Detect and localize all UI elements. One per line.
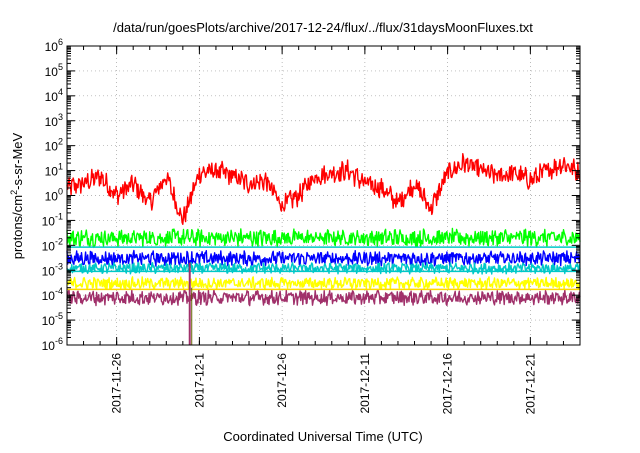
series-line	[66, 249, 581, 267]
x-tick-label: 2017-11-26	[110, 353, 124, 414]
y-tick-label-base: 10	[42, 239, 56, 253]
y-tick-label-base: 10	[45, 90, 59, 104]
series-line	[66, 289, 581, 307]
y-tick-label: 10-1	[42, 211, 63, 228]
y-tick-label: 103	[45, 112, 63, 129]
y-tick-label-base: 10	[45, 65, 59, 79]
y-tick-label-base: 10	[42, 264, 56, 278]
y-tick-label: 101	[45, 162, 63, 179]
y-tick-label-exp: -1	[55, 211, 63, 221]
y-tick-label-exp: 5	[58, 62, 63, 72]
y-tick-label-exp: -5	[55, 311, 63, 321]
series-line	[66, 227, 581, 249]
y-axis-label: protons/cm2-s-sr-MeV	[9, 132, 25, 259]
y-tick-label-exp: -3	[55, 261, 63, 271]
y-tick-label-exp: 0	[58, 187, 63, 197]
y-tick-label-base: 10	[42, 289, 56, 303]
series-line	[66, 276, 581, 291]
x-axis-label: Coordinated Universal Time (UTC)	[223, 429, 422, 444]
y-tick-label: 10-5	[42, 311, 63, 328]
y-tick-label-base: 10	[42, 339, 56, 353]
y-tick-label-base: 10	[45, 165, 59, 179]
y-tick-label-base: 10	[42, 314, 56, 328]
y-tick-label-base: 10	[45, 40, 59, 54]
y-tick-label: 10-4	[42, 286, 63, 303]
y-tick-label-exp: -4	[55, 286, 63, 296]
y-tick-label-exp: 6	[58, 37, 63, 47]
y-tick-label-exp: -6	[55, 336, 63, 346]
x-tick-label: 2017-12-11	[358, 353, 372, 414]
y-tick-label-exp: -2	[55, 236, 63, 246]
y-tick-label: 104	[45, 87, 63, 104]
y-tick-label-exp: 1	[58, 162, 63, 172]
y-tick-label: 10-2	[42, 236, 63, 253]
y-tick-label: 10-3	[42, 261, 63, 278]
series-line	[66, 153, 581, 225]
x-tick-label: 2017-12-16	[441, 353, 455, 415]
y-tick-label: 106	[45, 37, 63, 54]
y-tick-label-base: 10	[45, 115, 59, 129]
y-tick-label-exp: 2	[58, 137, 63, 147]
x-tick-label: 2017-12-6	[275, 353, 289, 408]
y-tick-label: 102	[45, 137, 63, 154]
y-tick-label-exp: 3	[58, 112, 63, 122]
y-tick-label-base: 10	[45, 190, 59, 204]
y-tick-label: 105	[45, 62, 63, 79]
axes: 10-610-510-410-310-210-11001011021031041…	[42, 37, 581, 415]
y-tick-label: 100	[45, 187, 63, 204]
x-tick-label: 2017-12-21	[523, 353, 537, 415]
y-tick-label-base: 10	[42, 214, 56, 228]
y-tick-label-exp: 4	[58, 87, 63, 97]
chart-title: /data/run/goesPlots/archive/2017-12-24/f…	[113, 20, 533, 35]
data-series	[66, 153, 581, 345]
y-tick-label: 10-6	[42, 336, 63, 353]
y-tick-label-base: 10	[45, 140, 59, 154]
series-line	[66, 262, 581, 275]
x-tick-label: 2017-12-1	[192, 353, 206, 408]
